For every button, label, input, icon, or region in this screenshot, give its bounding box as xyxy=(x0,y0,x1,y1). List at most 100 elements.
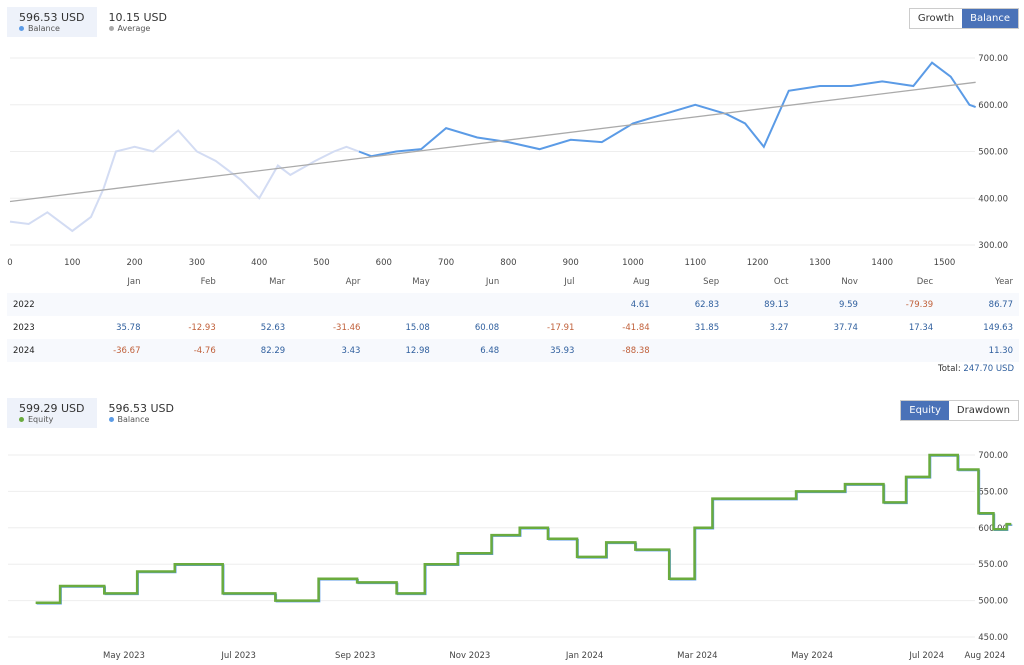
column-header: May xyxy=(412,276,430,287)
x-tick-label: 1000 xyxy=(622,258,644,268)
cell-value xyxy=(291,293,366,316)
column-header xyxy=(7,270,71,293)
column-header: Apr xyxy=(345,276,361,287)
balance-button[interactable]: Balance xyxy=(962,9,1018,28)
equity-value: 599.29 USD xyxy=(19,402,85,415)
column-header: Dec xyxy=(916,276,934,287)
cell-value: 82.29 xyxy=(260,345,286,356)
x-tick-label: Mar 2024 xyxy=(677,651,717,661)
growth-button[interactable]: Growth xyxy=(909,9,963,28)
y-tick-label: 650.00 xyxy=(978,487,1008,497)
cell-value: 52.63 xyxy=(260,322,286,333)
cell-value: 37.74 xyxy=(833,322,858,333)
x-tick-label: Nov 2023 xyxy=(449,651,490,661)
cell-value: 149.63 xyxy=(983,322,1013,333)
cell-value: -79.39 xyxy=(905,299,934,310)
x-tick-label: 900 xyxy=(563,258,579,268)
y-tick-label: 550.00 xyxy=(978,560,1008,570)
drawdown-button[interactable]: Drawdown xyxy=(948,401,1018,420)
total-label: Total: xyxy=(937,364,961,374)
y-tick-label: 300.00 xyxy=(978,241,1008,251)
x-tick-label: 1100 xyxy=(684,258,706,268)
balance-dot-icon xyxy=(19,26,24,31)
balance-value: 596.53 USD xyxy=(19,11,85,24)
cell-value: 89.13 xyxy=(764,299,789,310)
average-dot-icon xyxy=(108,26,114,31)
y-tick-label: 450.00 xyxy=(978,633,1008,643)
x-tick-label: Jul 2023 xyxy=(220,651,256,661)
column-header: Feb xyxy=(200,276,216,287)
cell-value xyxy=(366,293,435,316)
x-tick-label: 1500 xyxy=(934,258,956,268)
column-header: Jun xyxy=(485,276,500,287)
cell-value: 3.27 xyxy=(769,322,789,333)
average-line xyxy=(9,81,976,203)
cell-value: 35.93 xyxy=(550,345,575,356)
equity-chart: 450.00500.00550.00600.00650.00700.00May … xyxy=(8,451,1013,661)
legend-average[interactable]: 10.15 USD Average xyxy=(97,7,180,37)
y-tick-label: 400.00 xyxy=(978,194,1008,204)
cell-value xyxy=(505,293,580,316)
cell-value xyxy=(222,293,291,316)
cell-value: -36.67 xyxy=(113,345,141,356)
cell-value: -4.76 xyxy=(193,345,216,356)
cell-value: 11.30 xyxy=(988,345,1013,356)
column-header: Jul xyxy=(564,276,575,287)
cell-value xyxy=(71,293,146,316)
cell-value: -31.46 xyxy=(332,322,361,333)
legend-equity[interactable]: 599.29 USD Equity xyxy=(7,398,97,428)
equity-line xyxy=(35,453,1012,605)
equity-button[interactable]: Equity xyxy=(901,401,949,420)
cell-value: -17.91 xyxy=(547,322,575,333)
column-header: Mar xyxy=(269,276,286,287)
balance-label: Balance xyxy=(28,24,60,33)
top-toggle: Growth Balance xyxy=(908,8,1019,29)
balance2-dot-icon xyxy=(108,417,114,422)
x-tick-label: 800 xyxy=(500,258,516,268)
balance-line xyxy=(358,61,977,158)
x-tick-label: May 2024 xyxy=(791,651,833,661)
cell-value: 9.59 xyxy=(838,299,858,310)
legend-balance[interactable]: 596.53 USD Balance xyxy=(7,7,97,37)
x-tick-label: 200 xyxy=(126,258,142,268)
cell-value: 35.78 xyxy=(116,322,141,333)
cell-value xyxy=(864,339,939,362)
average-value: 10.15 USD xyxy=(108,11,168,24)
table-row: 2022 4.61 62.83 89.13 9.59 -79.39 86.77 xyxy=(7,293,1019,316)
table-row: 2024 -36.67 -4.76 82.29 3.43 12.98 6.48 35.93 -8… xyxy=(7,339,1019,362)
cell-value xyxy=(656,339,725,362)
monthly-returns-table: Jan Feb Mar Apr May Jun Jul Aug Sep Oct Nov Dec Year… xyxy=(7,270,1019,362)
table-row: 2023 35.78 -12.93 52.63 -31.46 15.08 60.08 -17.… xyxy=(7,316,1019,339)
x-tick-label: May 2023 xyxy=(103,651,145,661)
balance-chart: 300.00 400.00 500.00 600.00 700.00 0 100 200 300… xyxy=(7,54,1008,268)
cell-value: 12.98 xyxy=(405,345,430,356)
cell-value xyxy=(725,339,794,362)
cell-value: 3.43 xyxy=(341,345,361,356)
balance2-value: 596.53 USD xyxy=(108,402,175,415)
column-header: Oct xyxy=(773,276,789,287)
y-tick-label: 500.00 xyxy=(978,148,1008,158)
x-tick-label: 100 xyxy=(64,258,80,268)
top-legend: 596.53 USD Balance 10.15 USD Average xyxy=(7,7,179,37)
column-header: Year xyxy=(995,276,1013,287)
x-tick-label: 600 xyxy=(376,258,392,268)
x-tick-label: 400 xyxy=(251,258,267,268)
cell-value: 60.08 xyxy=(474,322,500,333)
legend-balance-2[interactable]: 596.53 USD Balance xyxy=(97,398,187,428)
x-tick-label: 700 xyxy=(438,258,454,268)
x-tick-label: 1300 xyxy=(809,258,831,268)
row-year: 2024 xyxy=(13,345,35,356)
equity-dot-icon xyxy=(19,417,24,422)
cell-value: 62.83 xyxy=(694,299,720,310)
row-year: 2022 xyxy=(13,299,35,310)
cell-value: 15.08 xyxy=(405,322,430,333)
average-label: Average xyxy=(117,24,151,33)
cell-value xyxy=(436,293,505,316)
y-tick-label: 500.00 xyxy=(978,597,1008,607)
balance-line xyxy=(36,455,1013,605)
x-tick-label: 1200 xyxy=(747,258,769,268)
cell-value: -88.38 xyxy=(622,345,650,356)
x-tick-label: Sep 2023 xyxy=(335,651,375,661)
total-value: 247.70 USD xyxy=(963,364,1014,374)
cell-value: -12.93 xyxy=(188,322,216,333)
